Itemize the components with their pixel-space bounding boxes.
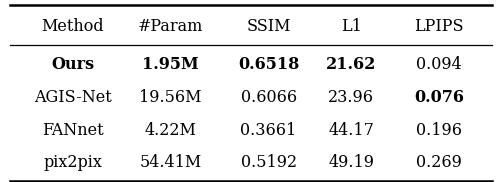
- Text: 49.19: 49.19: [328, 154, 374, 171]
- Text: pix2pix: pix2pix: [43, 154, 102, 171]
- Text: 44.17: 44.17: [328, 122, 374, 139]
- Text: FANnet: FANnet: [42, 122, 103, 139]
- Text: 4.22M: 4.22M: [144, 122, 196, 139]
- Text: 0.6066: 0.6066: [240, 89, 296, 106]
- Text: #Param: #Param: [138, 18, 203, 35]
- Text: 0.196: 0.196: [415, 122, 461, 139]
- Text: L1: L1: [340, 18, 361, 35]
- Text: LPIPS: LPIPS: [414, 18, 463, 35]
- Text: Method: Method: [42, 18, 104, 35]
- Text: Ours: Ours: [51, 56, 94, 73]
- Text: 23.96: 23.96: [328, 89, 374, 106]
- Text: 54.41M: 54.41M: [139, 154, 201, 171]
- Text: 0.094: 0.094: [415, 56, 461, 73]
- Text: AGIS-Net: AGIS-Net: [34, 89, 111, 106]
- Text: 1.95M: 1.95M: [142, 56, 198, 73]
- Text: 0.6518: 0.6518: [237, 56, 299, 73]
- Text: 0.076: 0.076: [413, 89, 463, 106]
- Text: 21.62: 21.62: [326, 56, 376, 73]
- Text: 0.269: 0.269: [415, 154, 461, 171]
- Text: SSIM: SSIM: [246, 18, 290, 35]
- Text: 19.56M: 19.56M: [139, 89, 201, 106]
- Text: 0.5192: 0.5192: [240, 154, 296, 171]
- Text: 0.3661: 0.3661: [240, 122, 296, 139]
